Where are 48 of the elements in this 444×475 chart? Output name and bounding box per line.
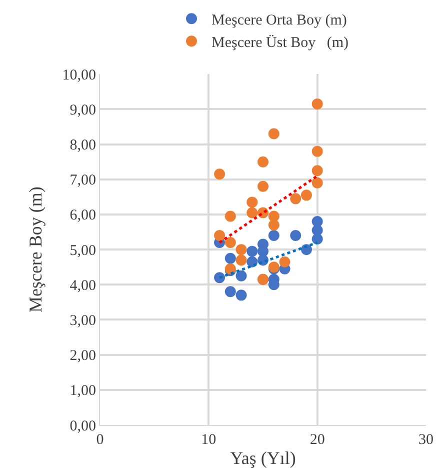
legend-label: Meşcere Orta Boy (m) — [212, 12, 347, 28]
point — [214, 230, 226, 242]
point — [236, 254, 247, 266]
y-tick-label: 4,00 — [70, 278, 96, 294]
point — [268, 230, 280, 242]
y-tick-label: 3,00 — [70, 312, 96, 329]
point — [268, 128, 280, 140]
point — [236, 270, 247, 282]
y-axis-title: Meşcere Boy (m) — [25, 186, 46, 313]
y-tick-label: 10,00 — [62, 67, 96, 84]
point — [214, 272, 226, 284]
y-tick-label: 0,00 — [70, 418, 96, 434]
point — [246, 207, 258, 218]
point — [300, 190, 312, 201]
point — [224, 252, 236, 264]
point — [312, 177, 323, 188]
y-tick-label: 7,00 — [70, 172, 96, 189]
y-tick-label: 9,00 — [70, 102, 96, 118]
point — [312, 165, 323, 176]
point — [224, 210, 236, 222]
legend-label: Meşcere Üst Boy (m) — [212, 34, 349, 51]
x-tick-label: 10 — [201, 432, 216, 448]
x-tick-label: 20 — [310, 432, 325, 448]
y-tick-label: 6,00 — [70, 208, 96, 224]
point — [279, 256, 290, 268]
y-tick-label: 1,00 — [70, 383, 96, 400]
point — [224, 286, 236, 298]
point — [312, 98, 323, 110]
point — [224, 237, 236, 248]
point — [258, 156, 268, 168]
point — [300, 244, 312, 256]
point — [268, 220, 280, 230]
y-tick-label: 8,00 — [70, 138, 96, 154]
point — [246, 196, 258, 208]
point — [258, 180, 268, 192]
point — [290, 193, 302, 204]
point — [214, 168, 226, 180]
y-tick-label: 5,00 — [70, 242, 96, 259]
point — [236, 290, 247, 301]
point — [290, 230, 302, 242]
point — [312, 234, 323, 245]
point — [246, 246, 258, 257]
x-tick-label: 30 — [418, 432, 434, 448]
y-tick-label: 2,00 — [70, 348, 96, 364]
point — [236, 244, 247, 256]
x-axis-title: Yaş (Yıl) — [230, 448, 296, 468]
x-tick-label: 0 — [96, 432, 104, 448]
point — [312, 146, 323, 157]
